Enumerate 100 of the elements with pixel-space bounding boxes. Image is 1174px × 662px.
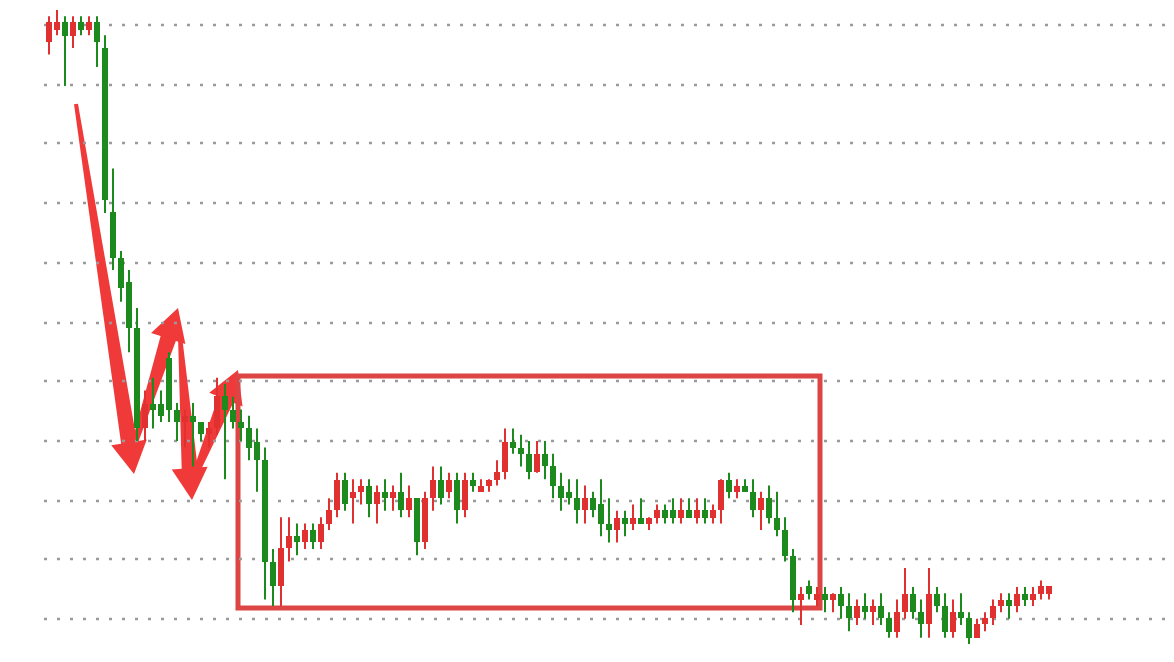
candlestick bbox=[46, 15, 52, 56]
candlestick bbox=[190, 402, 196, 468]
candlestick bbox=[958, 592, 964, 626]
candlestick bbox=[294, 522, 300, 557]
candlestick bbox=[798, 585, 804, 626]
candlestick bbox=[1038, 579, 1044, 601]
candlestick bbox=[854, 598, 860, 626]
candlestick bbox=[310, 522, 316, 550]
candlestick bbox=[366, 478, 372, 519]
candlestick bbox=[862, 592, 868, 620]
candlestick bbox=[382, 478, 388, 512]
candlestick bbox=[70, 15, 76, 50]
candlestick bbox=[550, 452, 556, 500]
candlestick bbox=[278, 516, 284, 607]
candlestick bbox=[814, 585, 820, 607]
candlestick bbox=[534, 440, 540, 474]
candlestick bbox=[846, 592, 852, 633]
candlestick bbox=[558, 471, 564, 512]
candlestick bbox=[142, 389, 148, 443]
candlestick bbox=[918, 598, 924, 639]
candlestick bbox=[526, 440, 532, 481]
candlestick bbox=[894, 598, 900, 639]
candlestick bbox=[302, 522, 308, 550]
candlestick bbox=[206, 421, 212, 449]
candlestick bbox=[326, 497, 332, 531]
candlestick bbox=[406, 484, 412, 519]
candlestick bbox=[750, 478, 756, 519]
candlestick bbox=[830, 592, 836, 614]
candlestick bbox=[390, 484, 396, 512]
candlestick bbox=[150, 376, 156, 430]
candlestick bbox=[878, 592, 884, 626]
candlestick bbox=[686, 497, 692, 519]
candlestick bbox=[598, 478, 604, 538]
candlestick bbox=[430, 465, 436, 512]
candlestick bbox=[1022, 585, 1028, 607]
candlestick bbox=[246, 414, 252, 462]
candlestick bbox=[718, 478, 724, 525]
candlestick bbox=[350, 478, 356, 525]
candlestick bbox=[606, 497, 612, 544]
candlestick bbox=[950, 598, 956, 639]
candlestick bbox=[230, 395, 236, 430]
candlestick bbox=[614, 509, 620, 544]
candlestick bbox=[54, 9, 60, 37]
candlestick bbox=[806, 579, 812, 601]
candlestick bbox=[670, 497, 676, 525]
candlestick bbox=[638, 497, 644, 525]
candlestick bbox=[774, 490, 780, 538]
candlestick bbox=[590, 490, 596, 519]
candlestick bbox=[622, 509, 628, 538]
candlestick bbox=[182, 408, 188, 449]
candlestick bbox=[990, 598, 996, 626]
candlestick bbox=[998, 592, 1004, 614]
candlestick bbox=[838, 585, 844, 620]
candlestick bbox=[446, 471, 452, 500]
candlestick bbox=[870, 598, 876, 626]
candlestick bbox=[62, 15, 68, 88]
candlestick bbox=[974, 617, 980, 639]
candlestick bbox=[318, 516, 324, 550]
candlestick bbox=[222, 383, 228, 481]
candlestick bbox=[462, 471, 468, 519]
candlestick bbox=[1014, 585, 1020, 614]
candlestick bbox=[398, 471, 404, 519]
candlestick bbox=[886, 611, 892, 639]
candlestick bbox=[766, 484, 772, 525]
candlestick bbox=[438, 465, 444, 506]
candlestick bbox=[238, 408, 244, 443]
candlestick bbox=[94, 15, 100, 69]
candlestick bbox=[358, 478, 364, 506]
candlestick bbox=[630, 503, 636, 531]
candlestick bbox=[1006, 592, 1012, 620]
candlestick bbox=[782, 516, 788, 563]
candlestick bbox=[214, 376, 220, 436]
candlestick bbox=[510, 427, 516, 455]
candlestick bbox=[942, 592, 948, 639]
candlestick bbox=[174, 402, 180, 443]
candlestick bbox=[702, 497, 708, 525]
candlestick bbox=[934, 585, 940, 614]
candlestick bbox=[86, 15, 92, 37]
candlestick bbox=[662, 503, 668, 525]
candlestick bbox=[902, 566, 908, 620]
candlestick bbox=[654, 503, 660, 525]
candlestick bbox=[198, 421, 204, 443]
candlestick bbox=[286, 516, 292, 563]
candlestick bbox=[494, 459, 500, 487]
candlestick bbox=[78, 15, 84, 37]
candlestick bbox=[910, 585, 916, 620]
candlestick bbox=[734, 478, 740, 500]
candlestick bbox=[542, 440, 548, 481]
candlestick bbox=[678, 497, 684, 525]
candlestick bbox=[790, 547, 796, 614]
candlestick bbox=[1030, 585, 1036, 607]
candlestick bbox=[582, 484, 588, 525]
candlestick bbox=[110, 167, 116, 271]
candlestick bbox=[574, 478, 580, 525]
candlestick bbox=[270, 547, 276, 607]
candlestick bbox=[414, 497, 420, 557]
candlestick bbox=[710, 503, 716, 525]
candlestick bbox=[334, 471, 340, 519]
candlestick bbox=[758, 490, 764, 531]
candlestick bbox=[254, 427, 260, 493]
